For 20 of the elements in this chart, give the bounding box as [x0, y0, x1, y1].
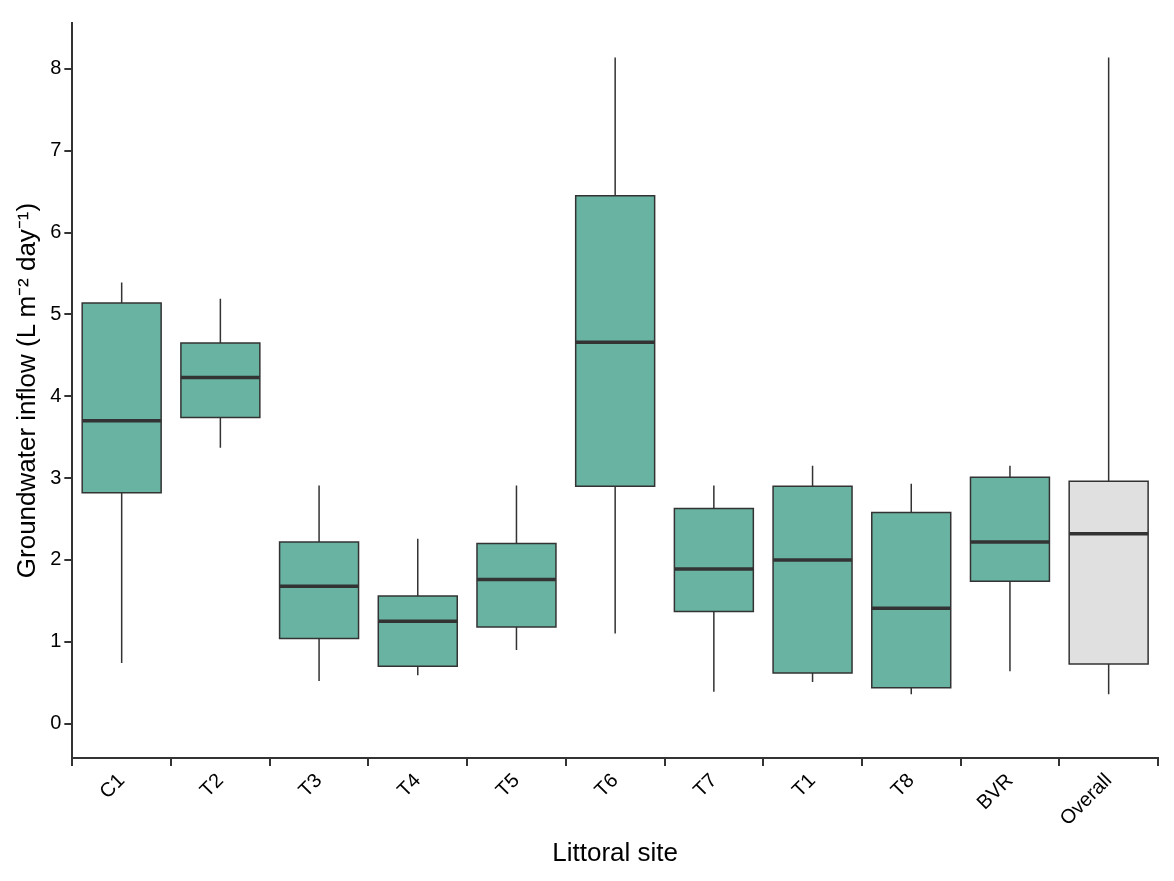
x-tick-label: C1: [94, 768, 129, 803]
y-tick-label: 2: [50, 547, 62, 570]
x-tick-label: T7: [688, 768, 721, 801]
y-tick-label: 8: [50, 56, 62, 79]
y-tick-label: 6: [50, 220, 62, 243]
x-tick-label: T1: [787, 768, 820, 801]
y-tick-label: 1: [50, 629, 62, 652]
x-tick-label: T6: [589, 768, 622, 801]
y-tick-label: 4: [50, 383, 62, 406]
y-tick-label: 7: [50, 138, 62, 161]
y-tick-label: 0: [50, 711, 62, 734]
x-tick-label: T8: [885, 768, 918, 801]
x-tick-label: T5: [491, 768, 524, 801]
y-tick-label: 3: [50, 465, 62, 488]
y-tick-label: 5: [50, 301, 62, 324]
x-tick-label: T4: [392, 768, 425, 801]
x-tick-label: T2: [195, 768, 228, 801]
x-tick-label: T3: [293, 768, 326, 801]
x-axis-title: Littoral site: [552, 836, 679, 867]
y-axis-title: Groundwater inflow (L m⁻² day⁻¹): [10, 202, 41, 579]
